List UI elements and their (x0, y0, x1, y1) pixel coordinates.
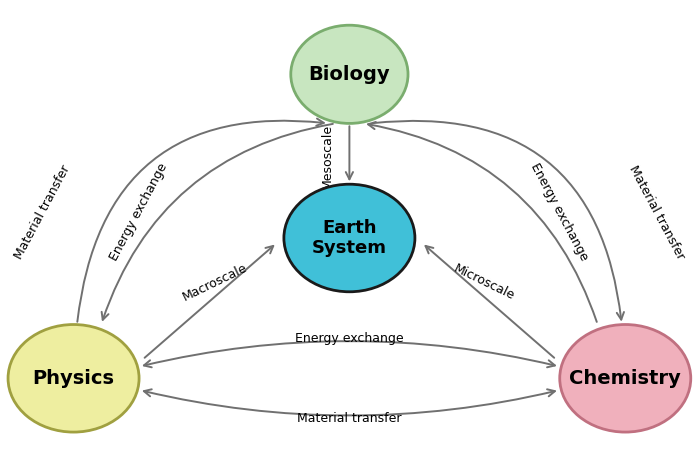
FancyArrowPatch shape (102, 124, 333, 320)
Text: Material transfer: Material transfer (626, 163, 687, 261)
Text: Energy exchange: Energy exchange (108, 161, 170, 263)
Text: Material transfer: Material transfer (298, 412, 402, 425)
Text: Energy exchange: Energy exchange (528, 161, 591, 263)
Text: Mesoscale: Mesoscale (321, 124, 334, 188)
FancyArrowPatch shape (77, 119, 324, 322)
Text: Earth
System: Earth System (312, 218, 387, 258)
Ellipse shape (560, 325, 691, 432)
Text: Material transfer: Material transfer (13, 163, 73, 261)
Ellipse shape (290, 25, 408, 123)
FancyArrowPatch shape (426, 246, 554, 358)
Text: Macroscale: Macroscale (181, 261, 249, 304)
Text: Biology: Biology (309, 65, 390, 84)
Text: Microscale: Microscale (452, 262, 517, 303)
FancyArrowPatch shape (368, 122, 597, 322)
Text: Energy exchange: Energy exchange (295, 332, 404, 345)
FancyArrowPatch shape (144, 341, 555, 367)
Ellipse shape (8, 325, 139, 432)
Ellipse shape (284, 184, 415, 292)
FancyArrowPatch shape (373, 121, 624, 319)
FancyArrowPatch shape (346, 126, 353, 179)
Text: Physics: Physics (33, 369, 115, 388)
FancyArrowPatch shape (144, 389, 555, 416)
Text: Chemistry: Chemistry (569, 369, 681, 388)
FancyArrowPatch shape (145, 246, 273, 358)
